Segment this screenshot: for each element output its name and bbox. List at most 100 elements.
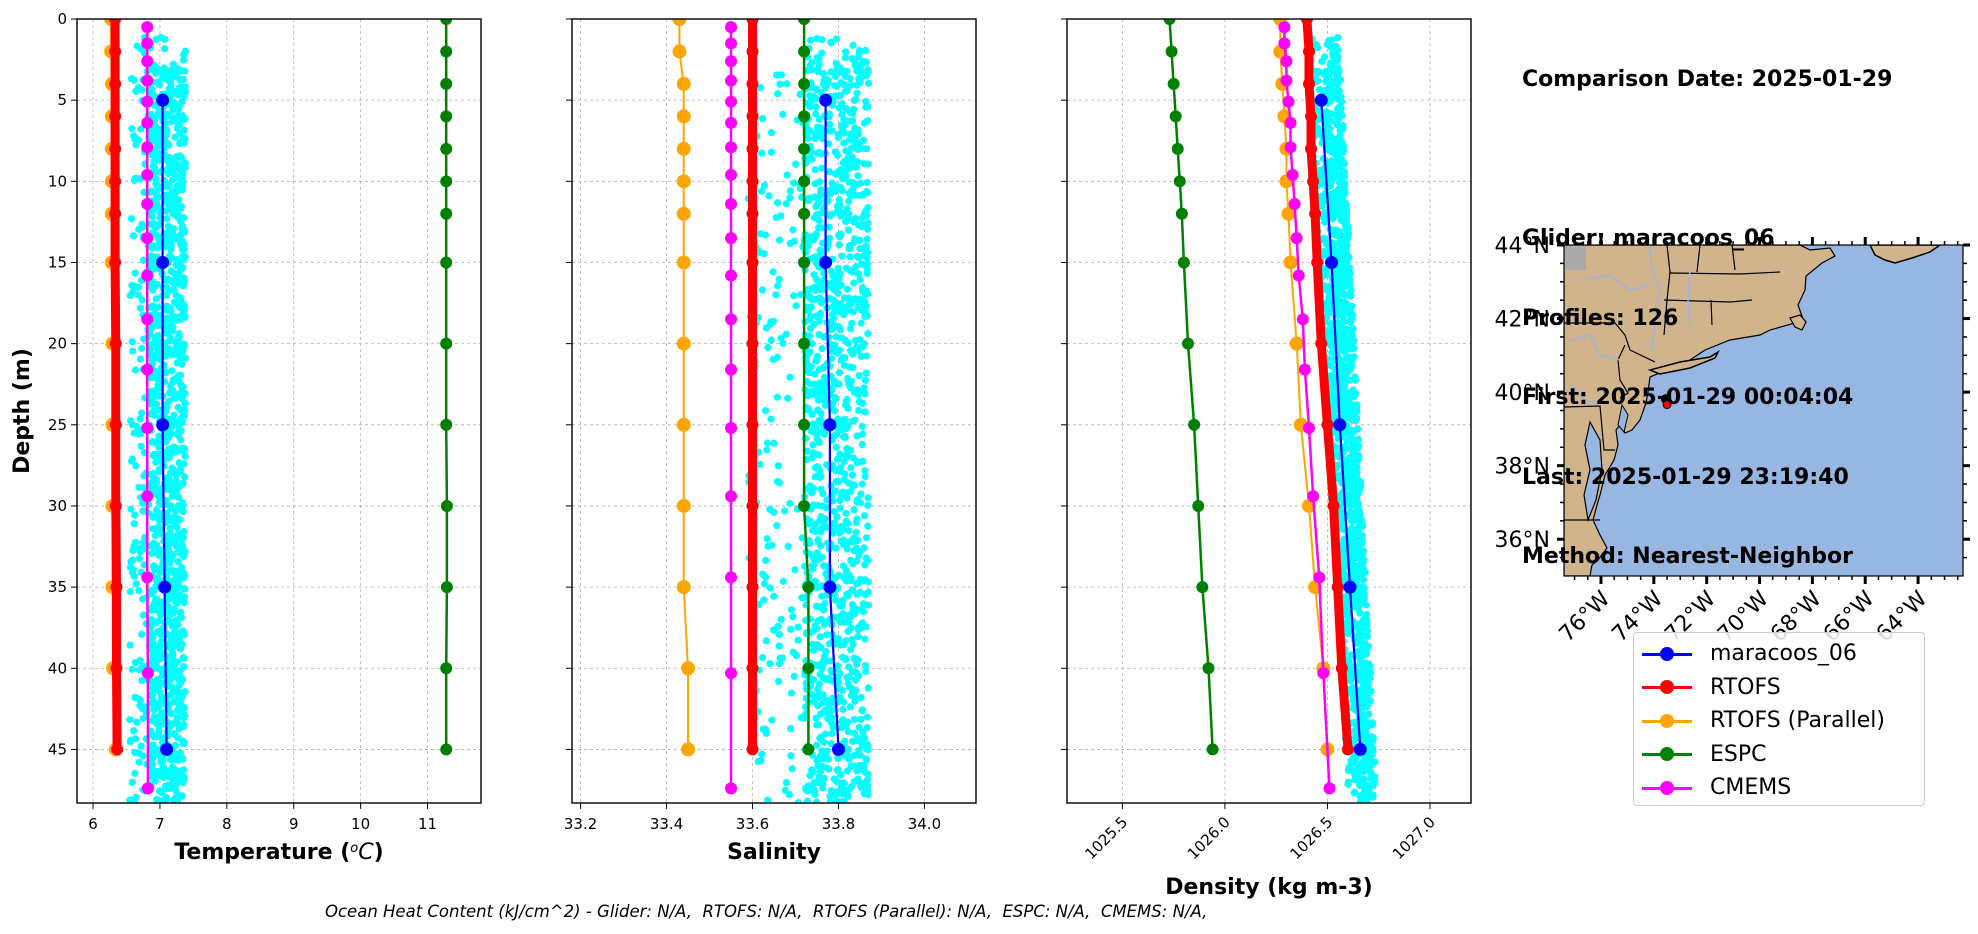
scatter-point [1344, 766, 1353, 774]
scatter-point [1359, 576, 1368, 584]
scatter-point [180, 51, 188, 59]
scatter-point [171, 719, 179, 727]
scatter-point [1342, 253, 1351, 261]
legend-line-marker-icon [1642, 744, 1692, 764]
scatter-point [163, 183, 171, 191]
scatter-point [856, 588, 864, 596]
series-marker [725, 198, 738, 211]
scatter-point [166, 389, 174, 397]
scatter-point [759, 570, 767, 578]
scatter-point [1348, 501, 1356, 509]
scatter-point [844, 404, 852, 412]
scatter-point [840, 122, 848, 130]
series-marker [676, 174, 691, 189]
scatter-point [844, 745, 853, 753]
scatter-point [134, 83, 142, 92]
scatter-point [848, 471, 857, 479]
scatter-point [848, 319, 856, 327]
scatter-point [126, 588, 134, 596]
scatter-point [1339, 357, 1347, 365]
scatter-point [130, 572, 138, 581]
scatter-point [840, 129, 848, 137]
scatter-point [161, 352, 170, 360]
series-marker [440, 45, 453, 58]
scatter-point [178, 182, 186, 190]
scatter-point [1331, 267, 1339, 275]
scatter-point [851, 697, 859, 705]
scatter-point [1347, 358, 1355, 366]
scatter-point [134, 136, 143, 144]
scatter-point [1340, 189, 1348, 197]
scatter-point [1334, 145, 1343, 153]
scatter-point [830, 432, 839, 440]
scatter-point [782, 778, 791, 787]
scatter-point [817, 512, 825, 521]
scatter-point [864, 189, 872, 197]
series-marker [725, 95, 738, 108]
scatter-point [862, 667, 870, 676]
scatter-point [1335, 179, 1343, 187]
scatter-point [179, 499, 187, 507]
scatter-point [1343, 217, 1351, 226]
series-marker [109, 77, 122, 90]
scatter-point [1337, 98, 1346, 106]
scatter-point [810, 193, 819, 201]
series-marker [823, 418, 837, 432]
scatter-point [806, 103, 814, 111]
series-marker [1192, 499, 1205, 512]
scatter-point [861, 782, 869, 790]
scatter-point [859, 399, 867, 407]
series-marker [141, 571, 154, 584]
scatter-point [1351, 788, 1359, 796]
series-marker [1278, 37, 1291, 50]
scatter-point [862, 145, 871, 153]
scatter-point [845, 339, 853, 348]
scatter-point [838, 252, 846, 260]
scatter-point [180, 227, 188, 235]
series-marker [1305, 110, 1318, 123]
scatter-point [149, 697, 158, 705]
scatter-point [811, 283, 820, 291]
scatter-point [172, 533, 180, 541]
scatter-point [148, 340, 156, 348]
scatter-point [825, 168, 833, 176]
scatter-point [812, 388, 820, 396]
scatter-point [168, 622, 176, 630]
scatter-point [783, 80, 791, 88]
scatter-point [843, 285, 852, 293]
scatter-point [147, 542, 155, 550]
series-marker [672, 44, 687, 59]
scatter-point [850, 105, 858, 114]
scatter-point [825, 110, 833, 118]
scatter-point [147, 622, 155, 630]
scatter-point [162, 794, 171, 802]
scatter-point [147, 606, 155, 614]
scatter-point [174, 589, 182, 598]
scatter-point [785, 791, 793, 799]
scatter-point [854, 775, 862, 783]
scatter-point [1349, 390, 1357, 398]
scatter-point [761, 407, 770, 415]
scatter-point [180, 473, 189, 481]
series-marker [1327, 499, 1340, 512]
series-marker [1289, 336, 1304, 351]
scatter-point [812, 424, 820, 432]
scatter-point [815, 55, 823, 63]
series-marker [141, 168, 154, 181]
scatter-point [171, 133, 179, 141]
scatter-point [169, 60, 177, 68]
map-cape-cod [1789, 314, 1807, 331]
scatter-point [128, 124, 136, 133]
comparison-date: Comparison Date: 2025-01-29 [1522, 67, 1893, 92]
scatter-point [850, 279, 858, 287]
scatter-point [835, 104, 843, 112]
scatter-point [1346, 345, 1354, 353]
legend-item: ESPC [1634, 738, 1924, 772]
map-state-borders [1564, 245, 1781, 521]
scatter-point [174, 417, 182, 425]
scatter-point [180, 593, 189, 601]
scatter-point [764, 796, 772, 803]
scatter-point [139, 611, 148, 619]
scatter-point [167, 504, 175, 512]
scatter-point [811, 527, 819, 536]
